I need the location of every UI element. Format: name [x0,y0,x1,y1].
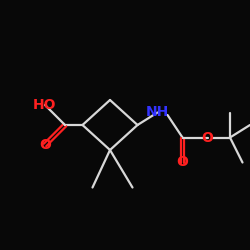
Text: O: O [176,156,188,170]
Text: NH: NH [146,106,169,120]
Text: O: O [202,130,213,144]
Text: O: O [39,138,51,152]
Text: HO: HO [33,98,57,112]
